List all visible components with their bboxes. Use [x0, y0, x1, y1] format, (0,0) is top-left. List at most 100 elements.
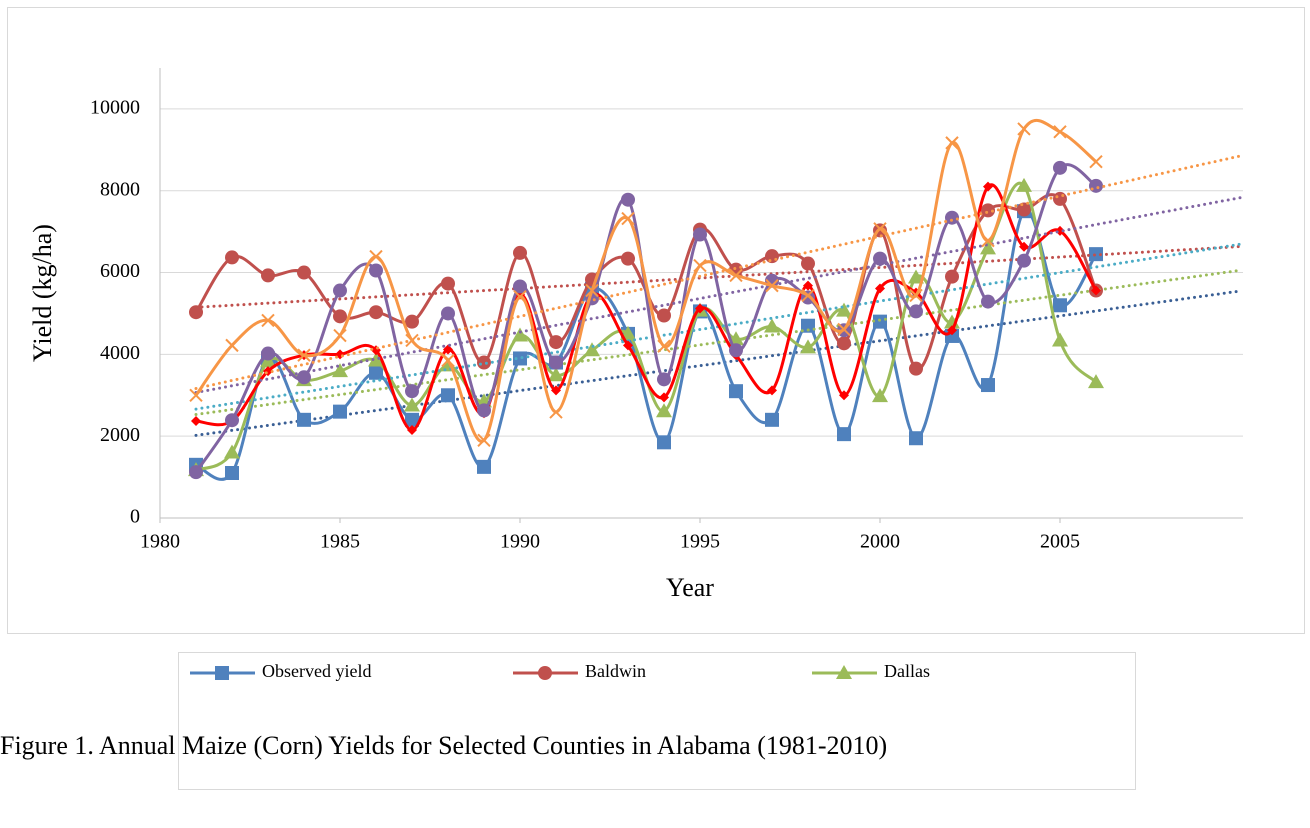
x-tick-label: 1980 [140, 531, 180, 553]
marker [261, 346, 275, 361]
trendline [194, 245, 1242, 309]
marker [657, 339, 671, 353]
marker [189, 465, 203, 480]
legend-label: Dallas [884, 661, 930, 681]
marker [1053, 160, 1067, 175]
marker [441, 353, 455, 368]
y-tick-label: 6000 [100, 260, 140, 282]
marker [836, 302, 852, 317]
marker [909, 361, 923, 376]
marker [333, 283, 347, 298]
marker [297, 265, 311, 280]
caption: Figure 1. Annual Maize (Corn) Yields for… [0, 731, 887, 760]
y-tick-label: 2000 [100, 424, 140, 446]
marker [477, 433, 491, 447]
y-tick-label: 8000 [100, 178, 140, 200]
marker [297, 370, 311, 385]
marker [549, 335, 563, 350]
x-tick-label: 1995 [680, 531, 720, 553]
marker [407, 425, 417, 436]
marker [945, 136, 959, 150]
marker [405, 333, 419, 348]
marker [1017, 122, 1031, 136]
marker [765, 249, 779, 264]
marker [621, 251, 635, 266]
marker [875, 283, 885, 294]
marker [729, 384, 743, 399]
marker [1055, 225, 1065, 236]
marker [1053, 298, 1067, 313]
marker [803, 280, 813, 291]
marker [873, 222, 887, 236]
legend-label: Baldwin [585, 661, 646, 681]
marker [215, 666, 229, 680]
marker [837, 322, 851, 337]
marker [441, 388, 455, 403]
marker [837, 427, 851, 442]
marker [225, 466, 239, 480]
y-axis-title: Yield (kg/ha) [28, 224, 57, 362]
marker [513, 245, 527, 260]
marker [693, 258, 707, 273]
marker [1017, 202, 1031, 217]
trendline [194, 289, 1242, 437]
marker [836, 665, 852, 679]
marker [369, 365, 383, 380]
marker [549, 405, 563, 419]
marker [333, 404, 347, 419]
marker [1089, 247, 1103, 262]
marker [405, 314, 419, 329]
x-tick-label: 2000 [860, 531, 900, 553]
marker [981, 294, 995, 309]
marker [1088, 374, 1104, 389]
marker [908, 269, 924, 284]
marker [551, 385, 561, 396]
marker [405, 384, 419, 399]
marker [983, 181, 993, 192]
marker [261, 268, 275, 283]
marker [477, 355, 491, 370]
marker [1019, 241, 1029, 252]
marker [1089, 154, 1103, 169]
marker [873, 251, 887, 266]
marker [297, 348, 311, 362]
marker [801, 256, 815, 271]
marker [621, 211, 635, 226]
marker [585, 283, 599, 298]
marker [369, 263, 383, 278]
y-tick-label: 0 [130, 506, 140, 528]
marker [441, 276, 455, 291]
marker [513, 351, 527, 366]
marker [765, 278, 779, 293]
y-tick-label: 10000 [90, 97, 140, 119]
marker [657, 372, 671, 387]
marker [189, 305, 203, 320]
marker [623, 340, 633, 351]
trendline [194, 154, 1242, 390]
chart-frame [7, 7, 1305, 634]
legend-frame [178, 652, 1136, 790]
marker [981, 233, 995, 248]
marker [584, 342, 600, 357]
marker [837, 336, 851, 351]
marker [873, 314, 887, 329]
marker [767, 385, 777, 396]
x-tick-label: 2005 [1040, 531, 1080, 553]
marker [981, 203, 995, 218]
marker [1053, 125, 1067, 139]
marker [945, 210, 959, 225]
marker [872, 388, 888, 403]
marker [513, 289, 527, 304]
marker [800, 339, 816, 354]
marker [659, 392, 669, 403]
marker [765, 412, 779, 427]
marker [369, 249, 383, 264]
marker [1089, 178, 1103, 193]
x-axis-title: Year [666, 573, 714, 602]
marker [538, 666, 552, 680]
marker [333, 309, 347, 324]
marker [729, 343, 743, 358]
legend-label: Observed yield [262, 661, 371, 681]
